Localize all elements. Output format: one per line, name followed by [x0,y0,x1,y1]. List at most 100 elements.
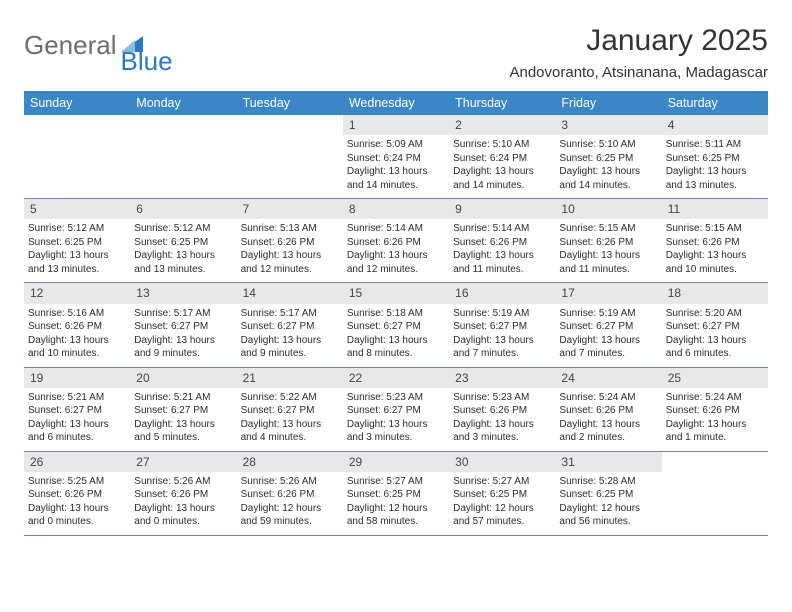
sunset-text: Sunset: 6:26 PM [453,404,551,418]
daylight1-text: Daylight: 13 hours [666,418,764,432]
day-cell: 24Sunrise: 5:24 AMSunset: 6:26 PMDayligh… [555,368,661,451]
sunrise-text: Sunrise: 5:20 AM [666,307,764,321]
day-number: 17 [555,283,661,303]
daylight1-text: Daylight: 13 hours [453,165,551,179]
day-cell: 16Sunrise: 5:19 AMSunset: 6:27 PMDayligh… [449,283,555,366]
day-number: 13 [130,283,236,303]
daylight1-text: Daylight: 13 hours [241,334,339,348]
day-number [237,115,343,132]
sunrise-text: Sunrise: 5:16 AM [28,307,126,321]
day-number: 10 [555,199,661,219]
sunrise-text: Sunrise: 5:21 AM [134,391,232,405]
day-cell: 30Sunrise: 5:27 AMSunset: 6:25 PMDayligh… [449,452,555,535]
sunrise-text: Sunrise: 5:12 AM [134,222,232,236]
weekday-header: Sunday Monday Tuesday Wednesday Thursday… [24,91,768,115]
daylight1-text: Daylight: 12 hours [241,502,339,516]
day-number: 7 [237,199,343,219]
day-cell: 29Sunrise: 5:27 AMSunset: 6:25 PMDayligh… [343,452,449,535]
sunrise-text: Sunrise: 5:14 AM [347,222,445,236]
sunrise-text: Sunrise: 5:19 AM [559,307,657,321]
daylight1-text: Daylight: 13 hours [134,334,232,348]
day-number: 24 [555,368,661,388]
daylight1-text: Daylight: 12 hours [347,502,445,516]
day-cell: 12Sunrise: 5:16 AMSunset: 6:26 PMDayligh… [24,283,130,366]
sunrise-text: Sunrise: 5:18 AM [347,307,445,321]
sunset-text: Sunset: 6:26 PM [347,236,445,250]
daylight2-text: and 3 minutes. [347,431,445,445]
brand-part2: Blue [121,46,173,77]
sunset-text: Sunset: 6:27 PM [241,404,339,418]
sunrise-text: Sunrise: 5:19 AM [453,307,551,321]
weeks-container: 1Sunrise: 5:09 AMSunset: 6:24 PMDaylight… [24,115,768,536]
brand-part1: General [24,30,117,61]
sunset-text: Sunset: 6:25 PM [453,488,551,502]
day-number: 1 [343,115,449,135]
sunset-text: Sunset: 6:26 PM [559,404,657,418]
daylight2-text: and 14 minutes. [453,179,551,193]
day-number: 25 [662,368,768,388]
sunset-text: Sunset: 6:27 PM [559,320,657,334]
day-cell [662,452,768,535]
sunset-text: Sunset: 6:27 PM [347,404,445,418]
sunset-text: Sunset: 6:25 PM [559,152,657,166]
day-cell: 14Sunrise: 5:17 AMSunset: 6:27 PMDayligh… [237,283,343,366]
day-number: 9 [449,199,555,219]
daylight2-text: and 2 minutes. [559,431,657,445]
sunset-text: Sunset: 6:27 PM [134,320,232,334]
sunrise-text: Sunrise: 5:26 AM [134,475,232,489]
daylight2-text: and 11 minutes. [559,263,657,277]
daylight2-text: and 5 minutes. [134,431,232,445]
weekday-wed: Wednesday [343,91,449,115]
weekday-thu: Thursday [449,91,555,115]
daylight2-text: and 8 minutes. [347,347,445,361]
day-number: 21 [237,368,343,388]
daylight2-text: and 0 minutes. [134,515,232,529]
daylight2-text: and 12 minutes. [347,263,445,277]
daylight1-text: Daylight: 13 hours [559,334,657,348]
calendar-page: General Blue January 2025 Andovoranto, A… [0,0,792,548]
sunset-text: Sunset: 6:27 PM [453,320,551,334]
day-number: 18 [662,283,768,303]
daylight2-text: and 10 minutes. [666,263,764,277]
daylight1-text: Daylight: 13 hours [134,502,232,516]
sunrise-text: Sunrise: 5:14 AM [453,222,551,236]
day-number: 20 [130,368,236,388]
daylight2-text: and 6 minutes. [666,347,764,361]
day-number: 19 [24,368,130,388]
day-number: 15 [343,283,449,303]
daylight2-text: and 3 minutes. [453,431,551,445]
daylight2-text: and 7 minutes. [559,347,657,361]
day-number: 3 [555,115,661,135]
sunrise-text: Sunrise: 5:21 AM [28,391,126,405]
daylight1-text: Daylight: 13 hours [453,418,551,432]
day-number: 28 [237,452,343,472]
day-number: 26 [24,452,130,472]
daylight2-text: and 14 minutes. [347,179,445,193]
day-number: 4 [662,115,768,135]
daylight2-text: and 58 minutes. [347,515,445,529]
sunrise-text: Sunrise: 5:11 AM [666,138,764,152]
weekday-sat: Saturday [662,91,768,115]
daylight1-text: Daylight: 13 hours [559,418,657,432]
day-number: 6 [130,199,236,219]
daylight2-text: and 7 minutes. [453,347,551,361]
sunset-text: Sunset: 6:27 PM [28,404,126,418]
weekday-sun: Sunday [24,91,130,115]
day-cell: 1Sunrise: 5:09 AMSunset: 6:24 PMDaylight… [343,115,449,198]
sunrise-text: Sunrise: 5:23 AM [453,391,551,405]
day-number: 29 [343,452,449,472]
day-cell: 25Sunrise: 5:24 AMSunset: 6:26 PMDayligh… [662,368,768,451]
sunrise-text: Sunrise: 5:27 AM [347,475,445,489]
daylight1-text: Daylight: 13 hours [347,249,445,263]
day-number: 11 [662,199,768,219]
daylight2-text: and 14 minutes. [559,179,657,193]
daylight2-text: and 9 minutes. [241,347,339,361]
daylight1-text: Daylight: 13 hours [666,165,764,179]
sunset-text: Sunset: 6:27 PM [134,404,232,418]
sunset-text: Sunset: 6:26 PM [28,320,126,334]
daylight2-text: and 57 minutes. [453,515,551,529]
sunset-text: Sunset: 6:24 PM [453,152,551,166]
day-cell: 4Sunrise: 5:11 AMSunset: 6:25 PMDaylight… [662,115,768,198]
day-cell: 10Sunrise: 5:15 AMSunset: 6:26 PMDayligh… [555,199,661,282]
sunrise-text: Sunrise: 5:17 AM [134,307,232,321]
